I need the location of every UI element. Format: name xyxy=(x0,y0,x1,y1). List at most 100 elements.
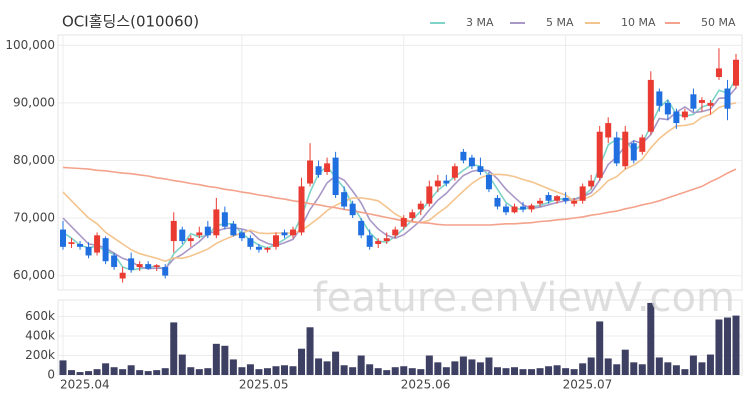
volume-bar xyxy=(732,315,740,375)
volume-bar xyxy=(391,367,399,375)
volume-bar xyxy=(485,357,493,375)
volume-bar xyxy=(613,364,621,375)
candle-body xyxy=(400,218,407,227)
candle-body xyxy=(681,111,688,118)
volume-bar xyxy=(263,368,271,375)
volume-bar xyxy=(655,357,663,375)
candle-body xyxy=(383,238,390,242)
candle-body xyxy=(485,174,492,190)
volume-bar xyxy=(596,321,604,375)
volume-bar xyxy=(723,317,731,375)
volume-bar xyxy=(119,369,127,375)
candle-body xyxy=(656,91,663,106)
volume-bar xyxy=(562,368,570,375)
volume-bar xyxy=(434,362,442,375)
candle-body xyxy=(571,200,578,204)
volume-bar xyxy=(246,364,254,375)
candle-body xyxy=(460,151,467,161)
volume-bar xyxy=(664,362,672,375)
candle-body xyxy=(511,206,518,213)
candle-body xyxy=(204,226,211,236)
x-tick-label: 2025.06 xyxy=(401,378,451,392)
legend-label: 10 MA xyxy=(621,16,656,29)
candle-body xyxy=(698,100,705,103)
volume-tick-label: 200k xyxy=(25,348,55,362)
candle-body xyxy=(196,232,203,236)
volume-bar xyxy=(59,360,67,375)
volume-bar xyxy=(451,361,459,375)
volume-bar xyxy=(221,345,229,375)
candle-body xyxy=(426,186,433,204)
volume-bar xyxy=(587,357,595,375)
volume-bar xyxy=(187,367,195,375)
candle-body xyxy=(187,238,194,242)
candle-body xyxy=(102,238,109,262)
volume-bar xyxy=(93,369,101,375)
x-tick-label: 2025.07 xyxy=(563,378,613,392)
price-panel xyxy=(57,34,743,291)
volume-bar xyxy=(553,365,561,375)
x-tick-label: 2025.05 xyxy=(239,378,289,392)
candle-body xyxy=(554,196,561,201)
volume-bar xyxy=(706,354,714,375)
volume-bar xyxy=(383,370,391,375)
volume-bar xyxy=(528,369,536,375)
candle-body xyxy=(724,88,731,109)
candle-body xyxy=(588,180,595,187)
volume-bar xyxy=(255,369,263,375)
legend-label: 5 MA xyxy=(546,16,574,29)
volume-bar xyxy=(238,367,246,375)
volume-bar xyxy=(298,348,306,375)
volume-bar xyxy=(178,354,186,375)
candle-body xyxy=(639,137,646,152)
candle-body xyxy=(213,209,220,236)
candle-body xyxy=(468,157,475,167)
volume-bar xyxy=(459,356,467,375)
volume-bar xyxy=(715,319,723,375)
volume-bar xyxy=(212,343,220,375)
candle-body xyxy=(630,143,637,161)
volume-bar xyxy=(400,366,408,375)
candle-body xyxy=(502,206,509,213)
volume-bar xyxy=(468,359,476,375)
candle-body xyxy=(221,212,228,227)
volume-bar xyxy=(442,367,450,375)
volume-bar xyxy=(195,369,203,375)
volume-bar xyxy=(689,355,697,375)
volume-bar xyxy=(493,367,501,375)
volume-bar xyxy=(374,368,382,375)
candle-body xyxy=(579,186,586,201)
volume-bar xyxy=(315,358,323,375)
volume-tick-label: 400k xyxy=(25,329,55,343)
volume-bar xyxy=(545,366,553,375)
volume-bar xyxy=(76,372,84,375)
candle-body xyxy=(358,220,365,236)
candle-body xyxy=(238,232,245,239)
candle-body xyxy=(85,246,92,256)
chart-title: OCI홀딩스(010060) xyxy=(62,13,199,31)
candle-body xyxy=(298,186,305,233)
volume-bar xyxy=(502,368,510,375)
candle-body xyxy=(605,123,612,138)
candle-body xyxy=(690,94,697,109)
candle-body xyxy=(145,264,152,269)
candle-body xyxy=(255,246,262,250)
candle-body xyxy=(528,205,535,210)
candle-body xyxy=(170,220,177,242)
volume-bar xyxy=(476,362,484,375)
candle-body xyxy=(332,157,339,196)
volume-bar xyxy=(136,370,144,375)
volume-bar xyxy=(68,370,76,375)
volume-bar xyxy=(647,302,655,375)
volume-bar xyxy=(357,355,365,375)
volume-bar xyxy=(579,363,587,375)
candle-body xyxy=(162,266,169,276)
volume-bar xyxy=(272,366,280,375)
volume-bar xyxy=(153,370,161,375)
volume-tick-label: 0 xyxy=(47,368,55,382)
y-tick-label: 90,000 xyxy=(13,95,55,109)
volume-bar xyxy=(306,327,314,375)
volume-bar xyxy=(698,362,706,375)
candle-body xyxy=(119,272,126,279)
volume-bar xyxy=(127,365,135,375)
